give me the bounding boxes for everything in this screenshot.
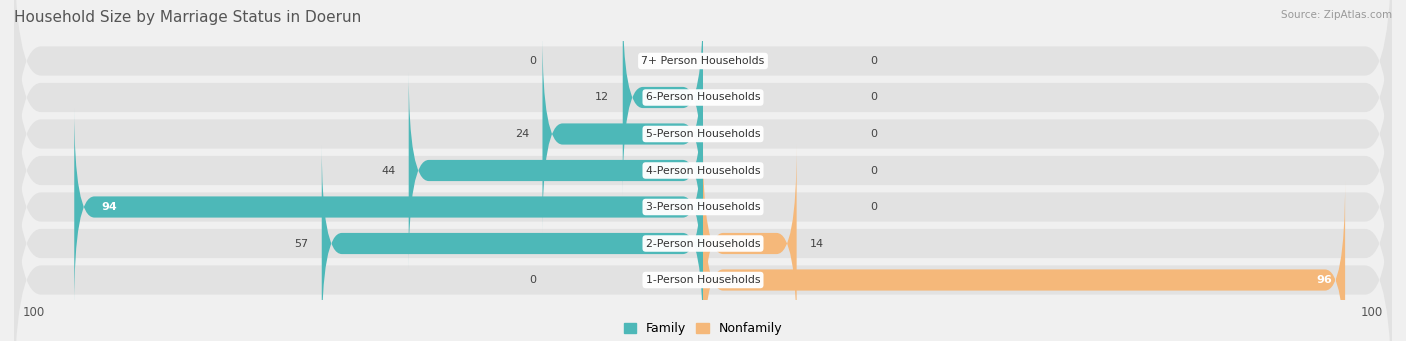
Text: 7+ Person Households: 7+ Person Households xyxy=(641,56,765,66)
Text: Household Size by Marriage Status in Doerun: Household Size by Marriage Status in Doe… xyxy=(14,10,361,25)
Text: 4-Person Households: 4-Person Households xyxy=(645,165,761,176)
Text: 0: 0 xyxy=(870,165,877,176)
Text: 0: 0 xyxy=(529,275,536,285)
FancyBboxPatch shape xyxy=(14,3,1392,265)
FancyBboxPatch shape xyxy=(14,0,1392,229)
Text: 94: 94 xyxy=(101,202,117,212)
FancyBboxPatch shape xyxy=(703,145,797,341)
Text: 1-Person Households: 1-Person Households xyxy=(645,275,761,285)
Text: 6-Person Households: 6-Person Households xyxy=(645,92,761,103)
Text: Source: ZipAtlas.com: Source: ZipAtlas.com xyxy=(1281,10,1392,20)
Text: 0: 0 xyxy=(870,56,877,66)
Text: 24: 24 xyxy=(515,129,529,139)
Text: 0: 0 xyxy=(870,92,877,103)
FancyBboxPatch shape xyxy=(322,145,703,341)
FancyBboxPatch shape xyxy=(14,39,1392,302)
FancyBboxPatch shape xyxy=(543,35,703,233)
FancyBboxPatch shape xyxy=(623,0,703,196)
FancyBboxPatch shape xyxy=(14,76,1392,338)
FancyBboxPatch shape xyxy=(14,149,1392,341)
Text: 0: 0 xyxy=(529,56,536,66)
Text: 0: 0 xyxy=(870,202,877,212)
Text: 3-Person Households: 3-Person Households xyxy=(645,202,761,212)
Text: 44: 44 xyxy=(381,165,395,176)
Text: 14: 14 xyxy=(810,238,824,249)
FancyBboxPatch shape xyxy=(409,72,703,269)
Legend: Family, Nonfamily: Family, Nonfamily xyxy=(619,317,787,340)
Text: 57: 57 xyxy=(294,238,308,249)
FancyBboxPatch shape xyxy=(14,112,1392,341)
FancyBboxPatch shape xyxy=(75,108,703,306)
Text: 96: 96 xyxy=(1316,275,1331,285)
FancyBboxPatch shape xyxy=(14,0,1392,192)
Text: 5-Person Households: 5-Person Households xyxy=(645,129,761,139)
Text: 2-Person Households: 2-Person Households xyxy=(645,238,761,249)
FancyBboxPatch shape xyxy=(703,181,1346,341)
Text: 0: 0 xyxy=(870,129,877,139)
Text: 12: 12 xyxy=(595,92,609,103)
